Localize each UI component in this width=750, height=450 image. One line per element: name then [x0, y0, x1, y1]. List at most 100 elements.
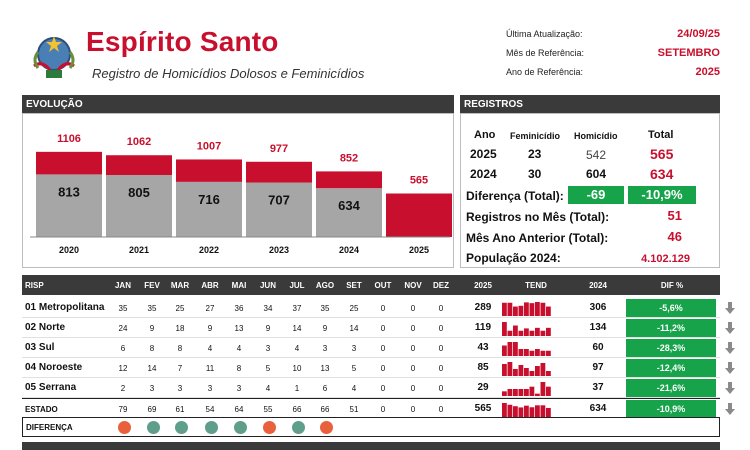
diferenca-label: Diferença (Total): [466, 189, 564, 203]
estado-row: ESTADO 79 69 61 54 64 55 66 66 51 0 0 0 565 634 -10,9% [22, 398, 735, 418]
sparkline-bar [518, 365, 524, 376]
sparkline-bar [535, 393, 540, 396]
month-value: 36 [234, 304, 244, 313]
column-header: JUN [259, 281, 276, 290]
column-header: DEZ [433, 281, 449, 290]
meta-value: 24/09/25 [677, 28, 720, 40]
bar-segment-gray [246, 182, 312, 237]
reg-ano: 2025 [470, 147, 497, 161]
month-value: 37 [292, 304, 302, 313]
sparkline-bar [524, 349, 529, 356]
column-header: FEV [144, 281, 160, 290]
column-header: ABR [201, 281, 219, 290]
dif-percent-badge: -5,6% [626, 299, 716, 317]
table-row: 03 Sul 6 8 8 4 4 3 4 3 3 0 0 0 43 60 -28,3% [22, 338, 735, 358]
month-value: 14 [349, 324, 359, 333]
sparkline-bar [529, 303, 535, 316]
month-value: 35 [320, 304, 330, 313]
value-2024: 97 [592, 362, 604, 373]
month-value: 0 [410, 384, 416, 393]
sparkline-bar [507, 342, 513, 356]
status-dot [262, 421, 276, 434]
arrow-down-icon [725, 302, 735, 314]
page-subtitle: Registro de Homicídios Dolosos e Feminic… [92, 66, 365, 81]
month-value: 13 [234, 324, 244, 333]
status-dot [204, 421, 218, 434]
diferenca-row: DIFERENÇA [22, 417, 720, 437]
bar-value-label: 805 [128, 185, 150, 200]
sparkline-bar [529, 386, 535, 396]
sparkline-bar [529, 330, 535, 336]
month-value: 0 [380, 304, 386, 313]
mes-value: 51 [667, 208, 682, 223]
month-value: 11 [205, 364, 215, 373]
bar-segment-red [106, 155, 172, 176]
reg-feminicidio: 30 [528, 167, 542, 181]
sparkline-bar [529, 371, 535, 376]
month-value: 25 [175, 304, 185, 313]
month-value: 10 [292, 364, 302, 373]
sparkline-bar [535, 327, 540, 336]
month-value: 25 [349, 304, 359, 313]
bar-segment-red [386, 193, 452, 237]
bar-segment-gray [316, 188, 382, 237]
sparkline-bar [518, 330, 524, 336]
status-dot [291, 421, 305, 434]
sparkline-bar [546, 327, 551, 336]
month-value: 14 [292, 324, 302, 333]
evolucao-chart: 813 1106 2020 805 1062 2021 716 1007 2022 707 977 2… [30, 133, 452, 255]
month-value: 0 [380, 364, 386, 373]
meta-row-atualizacao: Última Atualização: 24/09/25 [506, 28, 720, 47]
reg-homicidio: 604 [586, 167, 607, 181]
trend-sparkline [502, 302, 551, 316]
sparkline-bar [507, 389, 513, 396]
bar-value-label: 716 [198, 192, 220, 207]
status-dot [146, 421, 160, 434]
value-2024: 306 [589, 302, 607, 313]
mes-anterior-value: 46 [667, 229, 682, 244]
month-value: 0 [438, 364, 444, 373]
meta-value: 2025 [695, 66, 720, 78]
x-tick-label: 2020 [59, 245, 79, 255]
sparkline-bar [529, 350, 535, 356]
month-value: 61 [175, 405, 185, 414]
month-value: 4 [351, 384, 357, 393]
sparkline-bar [507, 302, 513, 316]
arrow-down-icon [725, 322, 735, 334]
status-dot [233, 421, 247, 434]
column-header: MAR [170, 281, 190, 290]
registros-table: Ano Feminicídio Homicídio Total 2025 23 … [462, 113, 722, 268]
sparkline-bar [518, 389, 524, 396]
risp-name: 03 Sul [25, 342, 55, 353]
col-ano: Ano [474, 129, 496, 141]
column-header: AGO [315, 281, 335, 290]
sparkline-bar [535, 302, 540, 316]
month-value: 66 [320, 405, 330, 414]
month-value: 79 [118, 405, 128, 414]
bar-total-label: 565 [410, 174, 428, 186]
month-value: 64 [234, 405, 244, 414]
value-2025: 565 [474, 403, 492, 414]
coat-of-arms-logo [33, 36, 75, 78]
sparkline-bar [502, 302, 507, 316]
bar-total-label: 977 [270, 143, 288, 155]
bar-segment-red [36, 151, 102, 175]
sparkline-bar [507, 330, 513, 336]
risp-name: 01 Metropolitana [25, 302, 105, 313]
diferenca-pct-badge: -10,9% [628, 186, 696, 204]
bar-total-label: 852 [340, 152, 358, 164]
sparkline-bar [502, 345, 507, 356]
month-value: 7 [177, 364, 183, 373]
populacao-value: 4.102.129 [641, 253, 690, 265]
month-value: 0 [410, 324, 416, 333]
dif-percent-badge: -11,2% [626, 319, 716, 337]
column-header: SET [346, 281, 362, 290]
sparkline-bar [524, 302, 529, 316]
meta-label: Ano de Referência: [506, 67, 584, 77]
status-dot [117, 421, 131, 434]
table-row: 05 Serrana 2 3 3 3 3 4 1 6 4 0 0 0 29 37 -21,6% [22, 378, 735, 398]
sparkline-bar [518, 305, 524, 316]
trend-sparkline [502, 382, 551, 396]
sparkline-bar [513, 306, 518, 316]
month-value: 9 [207, 324, 213, 333]
